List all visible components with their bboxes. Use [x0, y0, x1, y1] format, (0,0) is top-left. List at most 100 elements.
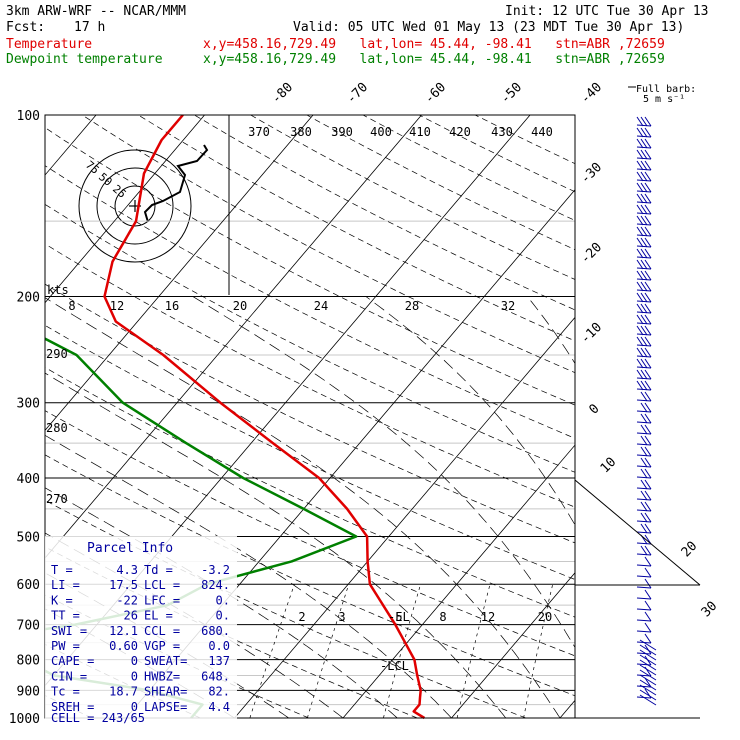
- wind-barb-shaft: [636, 509, 652, 512]
- wind-barb-flag: [644, 270, 652, 281]
- parcel-value2-6: 137: [208, 654, 230, 668]
- dry-adiabat-420: [250, 115, 575, 280]
- wind-barb-shaft: [636, 168, 652, 171]
- valid-time: Valid: 05 UTC Wed 01 May 13 (23 MDT Tue …: [293, 20, 685, 35]
- parcel-key2-9: LAPSE=: [144, 700, 187, 714]
- wind-barb-flag: [644, 259, 652, 270]
- theta-label-440: 440: [531, 125, 553, 139]
- wind-barb-flag: [636, 303, 644, 314]
- mixing-ratio-5: [383, 584, 421, 719]
- dry-adiabat-460: [475, 115, 575, 165]
- wind-barb-shaft: [636, 465, 652, 468]
- parcel-key-3: TT =: [51, 609, 80, 623]
- isotherm-label--30: -30: [578, 160, 605, 187]
- pressure-label-300: 300: [17, 397, 40, 412]
- parcel-key2-3: EL =: [144, 609, 173, 623]
- isotherm-label--60: -60: [422, 80, 449, 107]
- lcl-label: -LCL: [380, 659, 409, 673]
- theta-label-420: 420: [449, 125, 471, 139]
- pressure-label-200: 200: [17, 291, 40, 306]
- surface-barb: [639, 674, 657, 686]
- wind-barb-shaft: [636, 366, 652, 369]
- hodo-ring-0: [114, 185, 156, 227]
- wind-barb-shaft: [636, 608, 652, 611]
- theta-label-430: 430: [491, 125, 513, 139]
- parcel-value-5: 0.60: [109, 639, 138, 653]
- moist-adiabat-35: [527, 296, 575, 365]
- dry-adiabat-350: [45, 243, 575, 508]
- wind-barb-flag: [644, 325, 652, 336]
- wind-barb-flag: [644, 490, 652, 501]
- init-time: Init: 12 UTC Tue 30 Apr 13: [505, 4, 709, 19]
- wind-barb-flag: [644, 523, 652, 534]
- wind-barb-flag: [640, 138, 648, 149]
- dry-adiabat-label-270: 270: [46, 492, 68, 506]
- mixing-label-12: 12: [110, 299, 124, 313]
- wind-barb-flag: [640, 193, 648, 204]
- parcel-value2-3: 0.: [216, 609, 230, 623]
- surface-barb: [639, 654, 657, 666]
- wind-barb-shaft: [636, 245, 652, 248]
- wind-barb-flag: [636, 116, 644, 127]
- wind-barb-flag: [636, 160, 644, 171]
- wind-barb-shaft: [636, 542, 652, 545]
- parcel-key-5: PW =: [51, 639, 80, 653]
- pressure-label-400: 400: [17, 472, 40, 487]
- wind-barb-shaft: [636, 212, 652, 215]
- wind-barb-flag: [644, 237, 652, 248]
- wind-barb-flag: [640, 149, 648, 160]
- wind-barb-flag: [640, 292, 648, 303]
- parcel-value-9: 0: [131, 700, 138, 714]
- wind-barb-flag: [644, 358, 652, 369]
- wind-barb-shaft: [636, 531, 652, 534]
- moist-adiabat-30: [365, 296, 575, 526]
- wind-barb-flag: [640, 358, 648, 369]
- wind-barb-flag: [640, 226, 648, 237]
- wind-barb-flag: [640, 402, 648, 413]
- wind-barb-shaft: [636, 586, 652, 589]
- surface-barb: [639, 689, 657, 701]
- wind-barb-shaft: [636, 223, 652, 226]
- pressure-label-800: 800: [17, 654, 40, 669]
- wind-barb-flag: [644, 215, 652, 226]
- wind-barb-shaft: [636, 377, 652, 380]
- isotherm-30: [669, 115, 740, 718]
- hodo-ring-label-25: 25: [110, 182, 129, 200]
- wind-barb-flag: [644, 380, 652, 391]
- barb-scale-unit: 5 m s⁻¹: [643, 94, 685, 105]
- wind-barb-shaft: [636, 388, 652, 391]
- theta-label-390: 390: [331, 125, 353, 139]
- surface-barb: [639, 684, 657, 696]
- lower-mixing-label-8: 8: [439, 610, 446, 624]
- wind-barb-shaft: [636, 278, 652, 281]
- wind-barb-flag: [636, 281, 644, 292]
- isotherm-label--70: -70: [344, 80, 371, 107]
- wind-barb-shaft: [636, 575, 652, 578]
- parcel-value2-1: 824.: [201, 578, 230, 592]
- parcel-panel-bg: [45, 536, 237, 726]
- pressure-label-100: 100: [17, 109, 40, 124]
- parcel-value-6: 0: [131, 654, 138, 668]
- parcel-value-2: -22: [116, 593, 138, 607]
- wind-barb-flag: [640, 314, 648, 325]
- wind-barb-flag: [636, 182, 644, 193]
- isotherm-label-0: 0: [586, 401, 602, 417]
- parcel-key2-0: Td =: [144, 563, 173, 577]
- wind-barb-shaft: [636, 454, 652, 457]
- wind-barb-flag: [644, 303, 652, 314]
- el-label: -EL: [388, 610, 410, 624]
- dry-adiabat-370: [45, 165, 575, 439]
- dry-adiabat-320: [45, 367, 575, 618]
- parcel-value2-4: 680.: [201, 624, 230, 638]
- wind-barb-flag: [644, 369, 652, 380]
- wind-barb-flag: [644, 556, 652, 567]
- wind-barb-flag: [636, 369, 644, 380]
- wind-barb-shaft: [636, 190, 652, 193]
- wind-barb-shaft: [636, 311, 652, 314]
- isotherm--60: [45, 115, 205, 304]
- moist-adiabat-10: [45, 434, 452, 719]
- dry-adiabat-340: [45, 283, 575, 544]
- isotherm-label--20: -20: [578, 240, 605, 267]
- wind-barb-flag: [644, 413, 652, 424]
- mixing-ratio-3: [307, 584, 350, 719]
